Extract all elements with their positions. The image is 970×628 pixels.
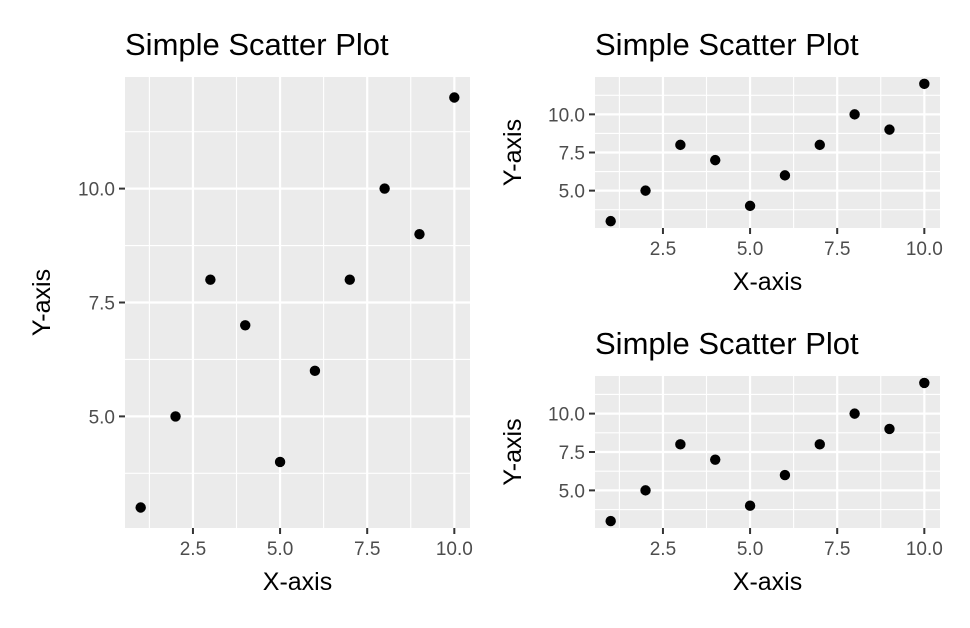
data-point <box>884 423 895 435</box>
data-point <box>744 200 756 212</box>
y-tick-label: 7.5 <box>559 443 585 464</box>
y-tick-label: 5.0 <box>559 182 585 203</box>
chart-title: Simple Scatter Plot <box>595 27 859 62</box>
data-point <box>919 377 930 389</box>
data-points <box>605 78 930 227</box>
data-point <box>170 411 181 422</box>
data-point <box>605 515 616 527</box>
data-point <box>675 139 686 151</box>
chart-title: Simple Scatter Plot <box>595 326 859 361</box>
data-point <box>274 456 286 468</box>
x-tick-label: 2.5 <box>180 539 206 560</box>
data-point <box>414 228 425 240</box>
x-tick-label: 10.0 <box>906 539 943 560</box>
y-axis-title: Y-axis <box>499 418 527 485</box>
chart-left: Simple Scatter Plot 2.5 5.0 7.5 10.0 5.0 7.5 1… <box>28 27 473 596</box>
axis-ticks: 2.5 5.0 7.5 10.0 5.0 7.5 10.0 <box>548 405 943 560</box>
chart-title: Simple Scatter Plot <box>125 27 389 62</box>
chart-bottom-right: Simple Scatter Plot 2.5 5.0 7.5 10.0 5.0 7.5 1… <box>499 326 943 596</box>
x-tick-label: 5.0 <box>737 239 763 260</box>
data-point <box>919 78 930 90</box>
y-tick-label: 7.5 <box>89 294 115 315</box>
x-tick-label: 5.0 <box>267 539 293 560</box>
y-tick-label: 10.0 <box>548 405 585 426</box>
data-points <box>605 377 930 527</box>
data-point <box>205 274 216 285</box>
grid-lines <box>125 77 470 528</box>
data-point <box>849 109 860 120</box>
y-axis-title: Y-axis <box>28 269 56 336</box>
data-point <box>849 408 860 419</box>
data-point <box>675 439 686 450</box>
data-point <box>135 502 146 513</box>
data-points <box>135 92 460 513</box>
x-tick-label: 5.0 <box>737 539 763 560</box>
x-tick-label: 2.5 <box>650 539 676 560</box>
x-axis-title: X-axis <box>733 268 802 296</box>
axis-ticks: 2.5 5.0 7.5 10.0 5.0 7.5 10.0 <box>78 180 473 560</box>
grid-lines <box>595 77 940 228</box>
data-point <box>814 439 825 450</box>
data-point <box>710 454 721 465</box>
data-point <box>379 183 390 194</box>
y-tick-label: 5.0 <box>89 407 115 428</box>
data-point <box>640 185 651 196</box>
x-tick-label: 7.5 <box>824 539 850 560</box>
y-tick-label: 10.0 <box>78 180 115 201</box>
x-tick-label: 7.5 <box>824 239 850 260</box>
data-point <box>449 92 460 103</box>
y-tick-label: 5.0 <box>559 481 585 502</box>
y-axis-title: Y-axis <box>499 119 527 186</box>
data-point <box>309 365 321 377</box>
data-point <box>884 124 895 135</box>
data-point <box>710 154 721 166</box>
x-tick-label: 2.5 <box>650 239 676 260</box>
y-tick-label: 7.5 <box>559 144 585 165</box>
data-point <box>640 485 651 496</box>
data-point <box>240 320 251 331</box>
x-axis-title: X-axis <box>733 568 802 596</box>
y-tick-label: 10.0 <box>548 105 585 126</box>
x-tick-label: 7.5 <box>354 539 380 560</box>
data-point <box>779 170 791 181</box>
data-point <box>744 500 756 511</box>
data-point <box>779 469 791 481</box>
data-point <box>605 215 616 227</box>
x-tick-label: 10.0 <box>906 239 943 260</box>
data-point <box>814 139 825 151</box>
x-axis-title: X-axis <box>263 568 332 596</box>
chart-top-right: Simple Scatter Plot 2.5 5.0 7.5 10.0 5.0 7.5 1… <box>499 27 943 296</box>
data-point <box>344 274 355 285</box>
axis-ticks: 2.5 5.0 7.5 10.0 5.0 7.5 10.0 <box>548 105 943 260</box>
x-tick-label: 10.0 <box>436 539 473 560</box>
